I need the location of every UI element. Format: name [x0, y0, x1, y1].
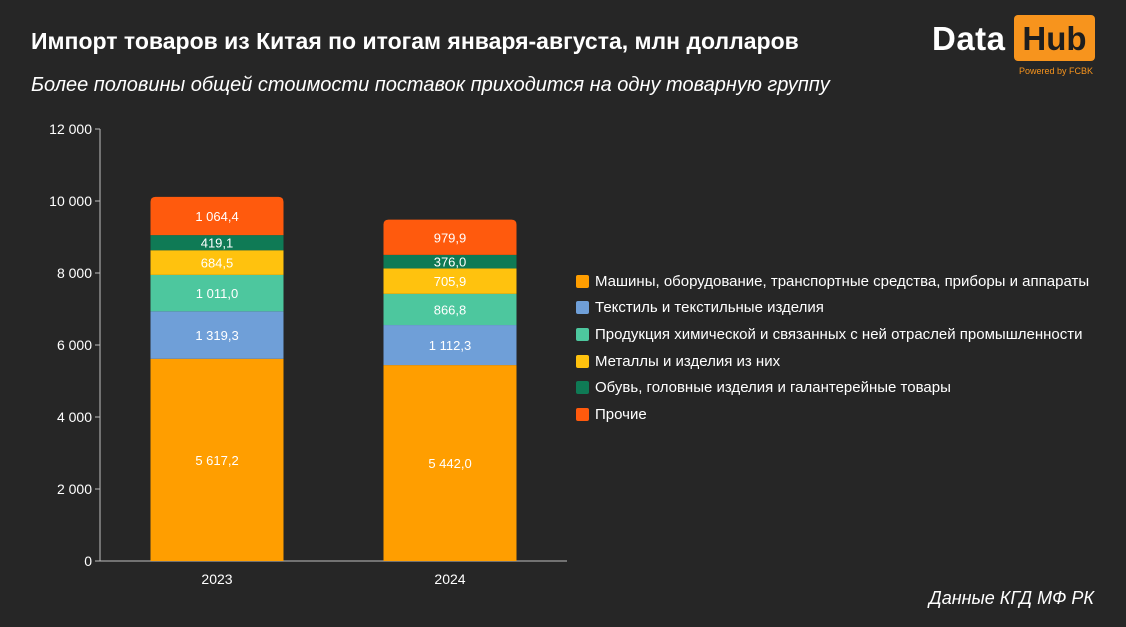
- bar-value-label: 979,9: [434, 230, 467, 245]
- bar-segment: [383, 268, 517, 294]
- x-tick-label: 2023: [201, 571, 232, 587]
- bar-value-label: 1 319,3: [195, 328, 238, 343]
- logo-word-data: Data: [932, 20, 1006, 57]
- bar-value-label: 376,0: [434, 255, 467, 270]
- logo-tagline: Powered by FCBK: [1019, 66, 1094, 76]
- y-tick-label: 4 000: [57, 409, 92, 425]
- bar-value-label: 705,9: [434, 274, 467, 289]
- bar-segment: [150, 274, 284, 312]
- bar-value-label: 419,1: [201, 236, 234, 251]
- legend-item: Машины, оборудование, транспортные средс…: [576, 268, 1089, 295]
- logo-word-hub: Hub: [1022, 20, 1087, 57]
- bar-segment: [383, 365, 517, 561]
- datahub-logo: Data Hub Powered by FCBK: [932, 12, 1097, 78]
- bar-value-label: 5 617,2: [195, 453, 238, 468]
- legend-swatch: [576, 274, 589, 288]
- y-tick-label: 6 000: [57, 337, 92, 353]
- y-tick-label: 8 000: [57, 265, 92, 281]
- x-tick-label: 2024: [434, 571, 465, 587]
- bar-segment: [150, 235, 284, 251]
- bar-value-label: 1 064,4: [195, 209, 238, 224]
- legend-label: Металлы и изделия из них: [595, 352, 781, 370]
- bar-value-label: 5 442,0: [428, 456, 471, 471]
- legend-item: Металлы и изделия из них: [576, 348, 1089, 375]
- bar-value-label: 684,5: [201, 256, 234, 271]
- legend-item: Текстиль и текстильные изделия: [576, 295, 1089, 322]
- y-tick-label: 12 000: [49, 121, 92, 137]
- bar-segment: [383, 293, 517, 326]
- legend-label: Машины, оборудование, транспортные средс…: [595, 272, 1090, 290]
- data-source-note: Данные КГД МФ РК: [929, 588, 1094, 608]
- chart-subtitle: Более половины общей стоимости поставок …: [31, 74, 830, 96]
- legend-item: Продукция химической и связанных с ней о…: [576, 321, 1089, 348]
- bar-value-label: 1 112,3: [429, 338, 471, 353]
- legend-label: Прочие: [595, 405, 647, 423]
- bar-value-label: 1 011,0: [196, 286, 238, 301]
- legend-item: Прочие: [576, 401, 1089, 428]
- y-tick-label: 2 000: [57, 481, 92, 497]
- bar-segment: [150, 358, 284, 561]
- legend-swatch: [576, 407, 589, 421]
- chart-title: Импорт товаров из Китая по итогам января…: [31, 28, 799, 54]
- legend-label: Обувь, головные изделия и галантерейные …: [595, 379, 951, 397]
- legend-swatch: [576, 327, 589, 341]
- legend-label: Продукция химической и связанных с ней о…: [595, 325, 1083, 343]
- legend-swatch: [576, 381, 589, 395]
- bar-segment: [150, 311, 284, 359]
- chart-legend: Машины, оборудование, транспортные средс…: [576, 268, 1089, 428]
- bar-segment: [383, 254, 517, 269]
- bar-segment: [150, 196, 284, 236]
- bar-segment: [383, 325, 517, 366]
- legend-swatch: [576, 301, 589, 315]
- y-tick-label: 10 000: [49, 193, 92, 209]
- bar-value-label: 866,8: [434, 302, 467, 317]
- y-tick-label: 0: [84, 553, 92, 569]
- legend-item: Обувь, головные изделия и галантерейные …: [576, 374, 1089, 401]
- bar-segment: [150, 250, 284, 275]
- logo-hub-box: Hub: [1014, 15, 1095, 61]
- legend-swatch: [576, 354, 589, 368]
- bar-segment: [383, 219, 517, 255]
- legend-label: Текстиль и текстильные изделия: [595, 299, 824, 317]
